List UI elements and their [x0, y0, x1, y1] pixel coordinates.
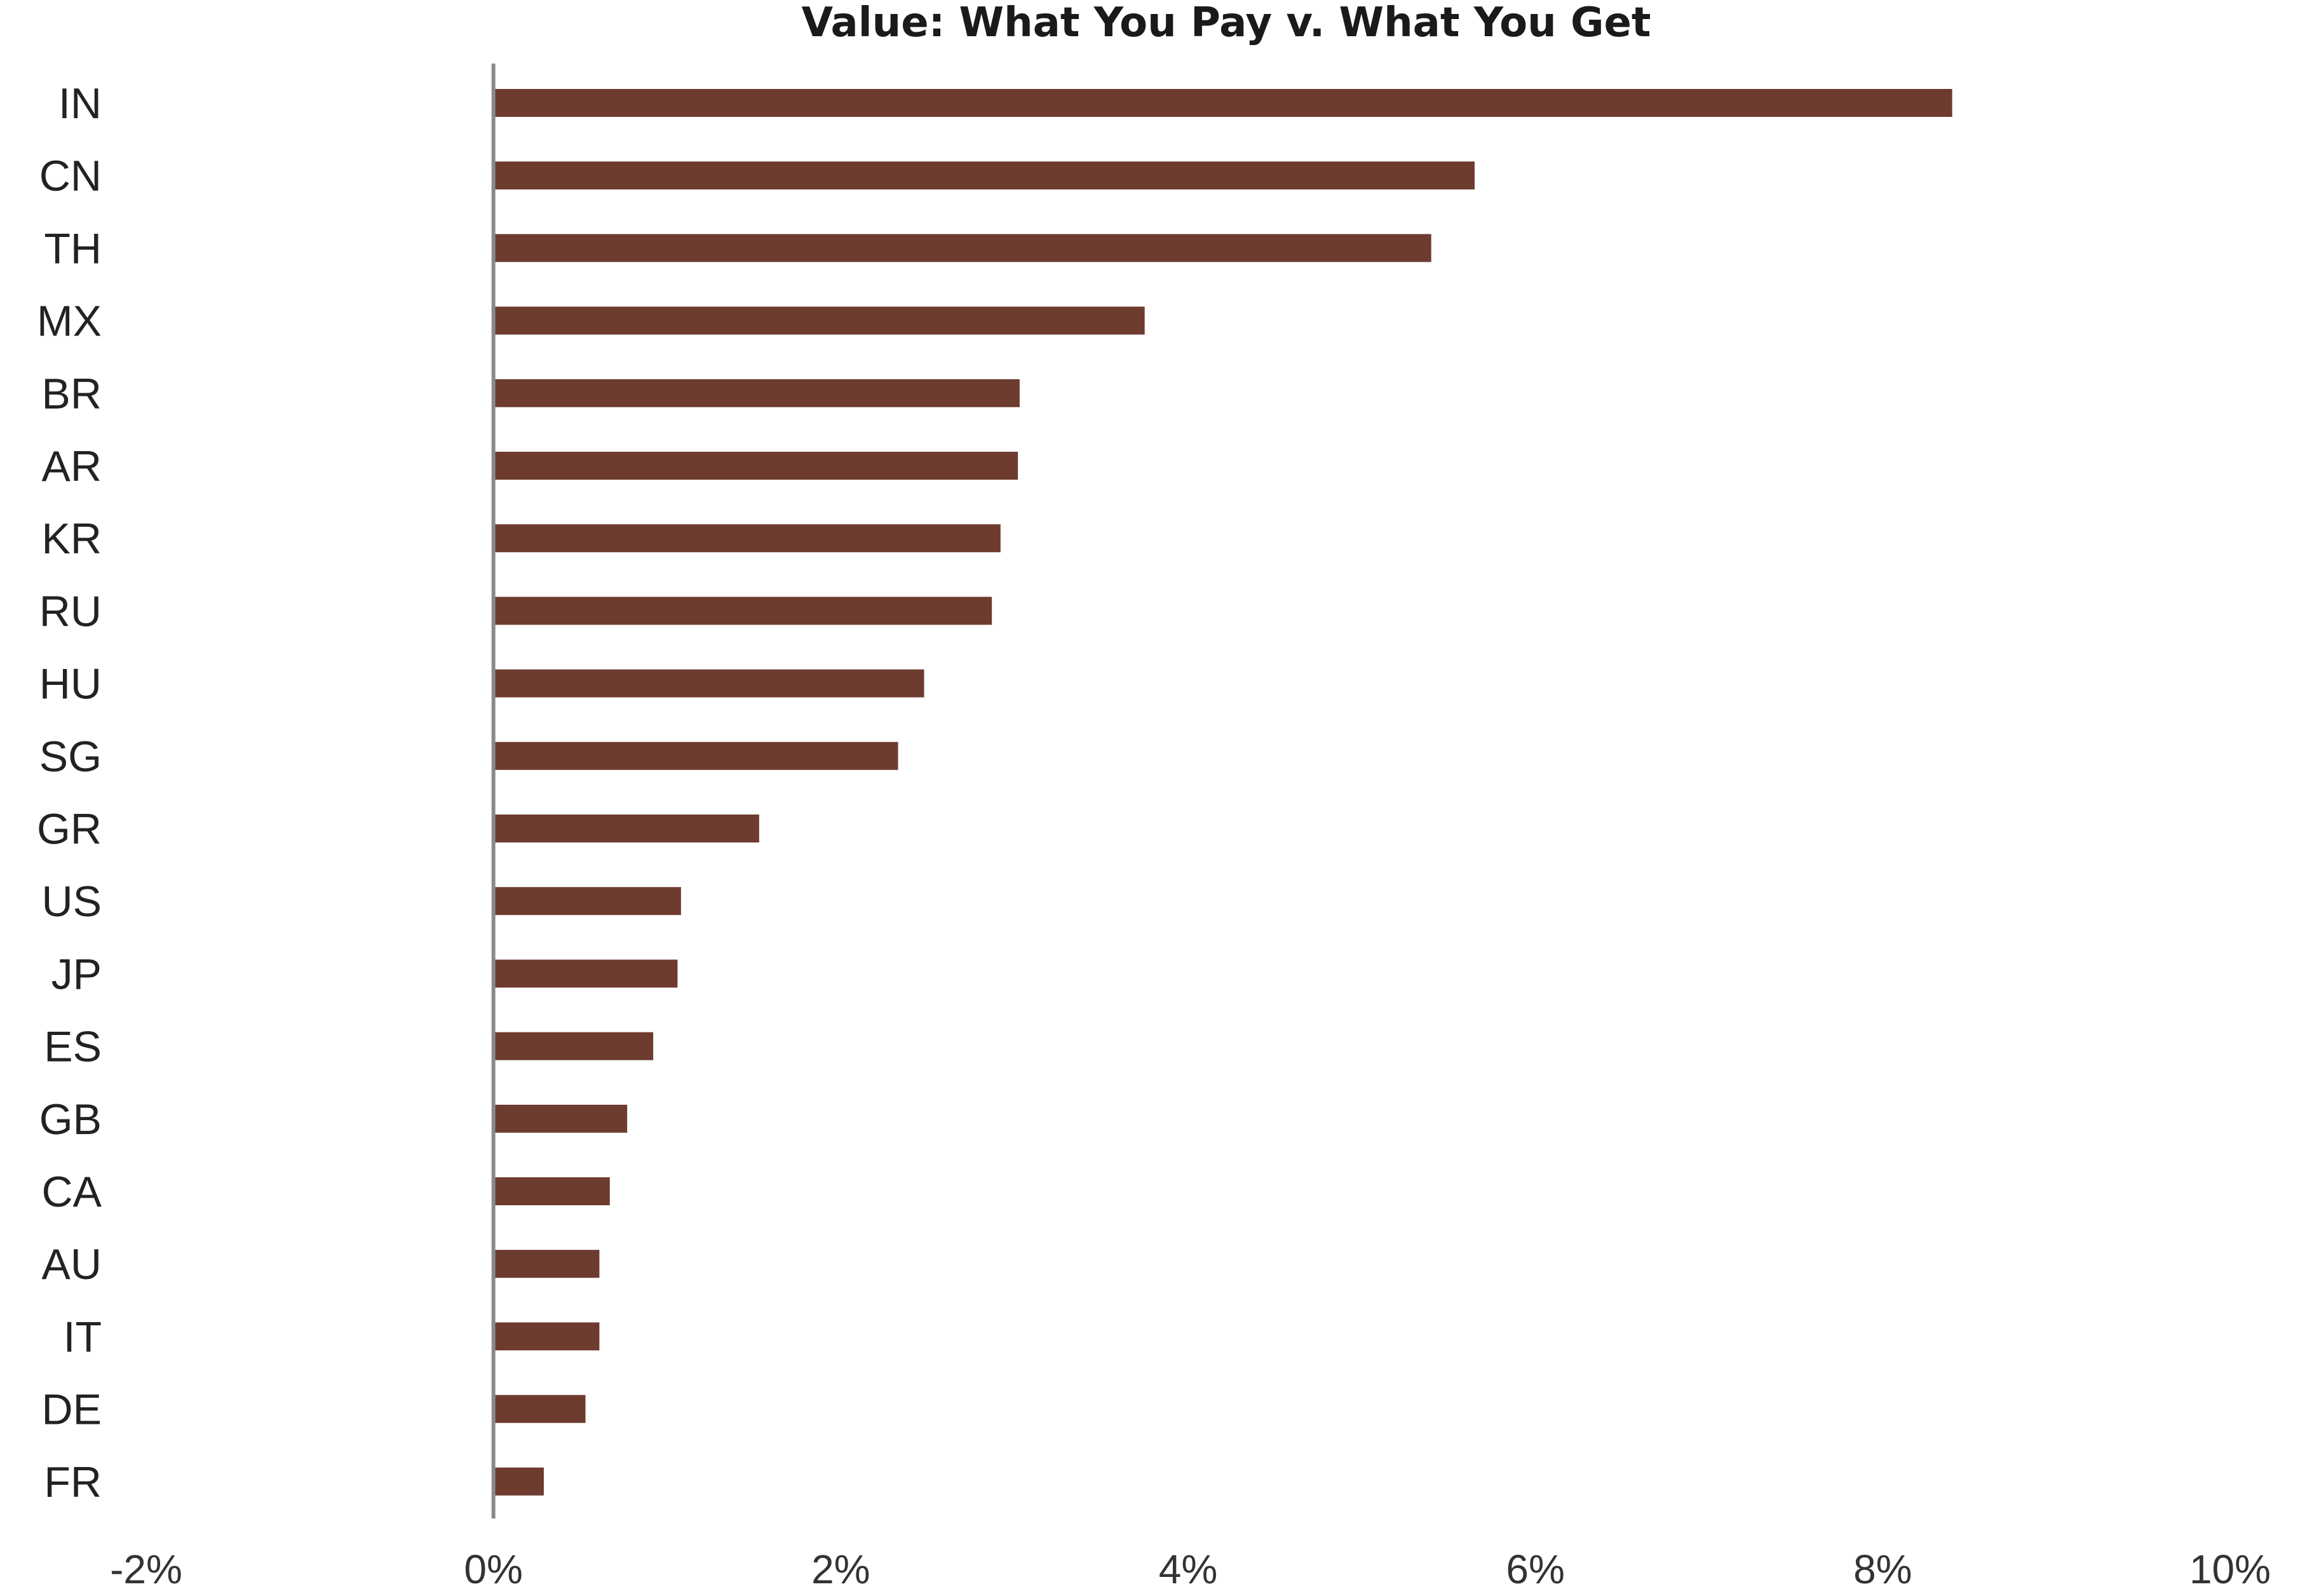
- bar-gr: [493, 815, 759, 842]
- bar-fr: [493, 1467, 544, 1496]
- category-label-jp: JP: [51, 950, 102, 998]
- bar-hu: [493, 669, 924, 698]
- category-label-mx: MX: [37, 297, 102, 346]
- category-label-th: TH: [44, 224, 102, 273]
- category-label-sg: SG: [39, 733, 102, 781]
- category-label-cn: CN: [39, 152, 102, 200]
- category-label-gr: GR: [37, 805, 102, 853]
- bar-jp: [493, 959, 678, 988]
- bar-au: [493, 1250, 600, 1278]
- category-label-br: BR: [42, 370, 102, 418]
- bar-ru: [493, 597, 992, 625]
- bar-it: [493, 1322, 600, 1351]
- category-label-fr: FR: [44, 1458, 102, 1506]
- category-label-in: IN: [58, 79, 102, 128]
- x-tick-label: 0%: [464, 1546, 523, 1592]
- category-label-hu: HU: [39, 660, 102, 708]
- x-tick-label: 2%: [811, 1546, 870, 1592]
- bar-mx: [493, 306, 1145, 335]
- category-label-au: AU: [42, 1240, 102, 1288]
- bar-sg: [493, 741, 898, 770]
- bar-cn: [493, 161, 1475, 190]
- bar-es: [493, 1032, 654, 1060]
- x-tick-label: 6%: [1506, 1546, 1565, 1592]
- x-tick-label: 4%: [1159, 1546, 1218, 1592]
- bar-ar: [493, 452, 1018, 480]
- bar-in: [493, 89, 1952, 117]
- category-label-it: IT: [64, 1313, 102, 1361]
- bar-de: [493, 1395, 586, 1423]
- x-tick-labels: -2% 0% 2% 4% 6% 8% 10%: [110, 1546, 2271, 1592]
- x-tick-label: -2%: [110, 1546, 182, 1592]
- x-tick-label: 8%: [1853, 1546, 1912, 1592]
- x-tick-label: 10%: [2189, 1546, 2271, 1592]
- category-label-ru: RU: [39, 587, 102, 635]
- category-label-gb: GB: [39, 1095, 102, 1144]
- bar-us: [493, 887, 681, 916]
- bar-group: [493, 89, 1952, 1496]
- category-label-de: DE: [42, 1386, 102, 1434]
- category-label-us: US: [42, 877, 102, 926]
- category-label-kr: KR: [42, 515, 102, 563]
- chart-title: Value: What You Pay v. What You Get: [801, 0, 1651, 46]
- category-labels: IN CN TH MX BR AR KR RU HU SG GR US JP ES GB CA AU IT DE FR: [37, 79, 102, 1506]
- category-label-es: ES: [44, 1023, 102, 1071]
- bar-kr: [493, 524, 1001, 553]
- bar-ca: [493, 1177, 610, 1205]
- category-label-ca: CA: [42, 1168, 102, 1216]
- category-label-ar: AR: [42, 442, 102, 490]
- bar-th: [493, 234, 1431, 262]
- bar-br: [493, 379, 1020, 407]
- bar-gb: [493, 1104, 628, 1133]
